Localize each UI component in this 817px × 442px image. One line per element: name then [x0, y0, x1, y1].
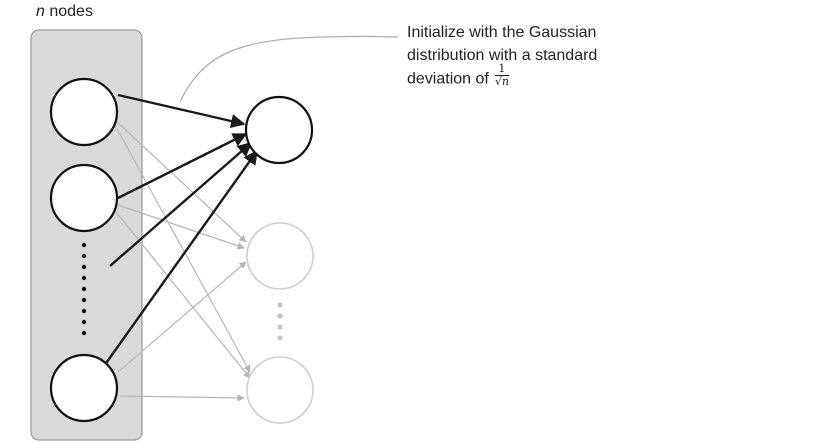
annotation-line-2: distribution with a standard	[407, 47, 598, 64]
input-count-label: n nodes	[36, 3, 93, 21]
hidden-ellipsis	[277, 302, 283, 341]
edge-input3-to-hidden3	[119, 394, 245, 402]
edge-input2-to-hidden3	[115, 211, 251, 379]
edge-input1-to-hidden2	[114, 119, 247, 243]
input-node-n	[49, 353, 119, 423]
input-node-2	[49, 163, 119, 233]
annotation-connector	[179, 35, 399, 103]
hidden-node-3	[246, 356, 314, 424]
annotation-line-3: deviation of 1 √n	[407, 63, 667, 92]
initialization-annotation: Initialize with the Gaussian distributio…	[407, 21, 667, 92]
input-count-variable: n	[36, 3, 45, 20]
hidden-node-1	[244, 95, 314, 165]
fraction-numerator: 1	[494, 63, 509, 76]
annotation-line-1: Initialize with the Gaussian	[407, 24, 597, 41]
edge-input2-to-hidden2	[117, 204, 245, 250]
input-ellipsis	[81, 242, 87, 336]
fraction-denominator: √n	[494, 75, 509, 88]
input-count-suffix: nodes	[44, 3, 93, 20]
annotation-line-3-prefix: deviation of	[407, 70, 489, 88]
edge-input2-to-hidden1	[117, 132, 248, 200]
input-node-1	[49, 77, 119, 147]
edge-input3-to-hidden1	[103, 149, 258, 367]
std-dev-fraction: 1 √n	[494, 63, 509, 88]
edge-ellipsis-to-hidden1	[109, 142, 253, 267]
edge-input1-to-hidden1	[117, 93, 246, 129]
edge-input1-to-hidden3	[114, 124, 251, 373]
edge-input3-to-hidden2	[117, 261, 247, 373]
hidden-node-2	[246, 222, 314, 290]
